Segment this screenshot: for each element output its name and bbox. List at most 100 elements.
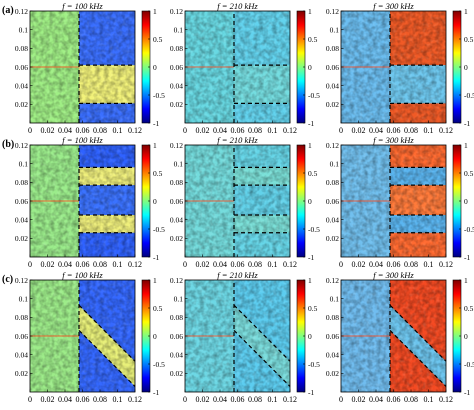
x-tick-label: 0.04 (369, 126, 383, 135)
x-tick-label: 0 (183, 126, 187, 135)
colorbar-tick-label: 1 (308, 276, 312, 285)
panel-title: f = 300 kHz (373, 135, 414, 145)
x-tick-label: 0.1 (424, 395, 434, 404)
colorbar-tick-label: 1 (153, 141, 157, 150)
x-tick-label: 0.1 (113, 126, 123, 135)
x-tick-label: 0.06 (231, 260, 245, 269)
x-tick-label: 0.02 (41, 126, 55, 135)
x-tick-label: 0 (339, 126, 343, 135)
colorbar-tick-label: 0 (464, 332, 468, 341)
x-tick-label: 0.06 (76, 126, 90, 135)
y-tick-label: 0.02 (326, 234, 339, 243)
y-tick-label: 0.1 (19, 159, 29, 168)
y-tick-label: 0.12 (15, 7, 28, 16)
x-tick-label: 0.1 (424, 126, 434, 135)
y-tick-label: 0.12 (170, 276, 183, 285)
x-tick-label: 0.06 (76, 260, 90, 269)
colorbar-tick-label: 1 (153, 276, 157, 285)
x-tick-label: 0.12 (439, 126, 453, 135)
colorbar-tick-label: 1 (464, 276, 468, 285)
x-tick-label: 0.06 (231, 126, 245, 135)
dashed-boundary-3 (389, 329, 447, 387)
colorbar-tick-label: -0.5 (153, 225, 165, 234)
y-tick-label: 0.02 (15, 234, 28, 243)
colorbar-tick-label: 0.5 (464, 169, 474, 178)
y-tick-label: 0.12 (15, 141, 28, 150)
x-tick-label: 0.1 (424, 260, 434, 269)
colorbar-tick-label: -0.5 (464, 225, 474, 234)
y-tick-label: 0.06 (326, 197, 339, 206)
dashed-boundary-3 (233, 329, 291, 387)
colorbar-tick-label: 0 (153, 332, 157, 341)
row-label: (c) (2, 274, 13, 285)
x-tick-label: 0 (28, 395, 32, 404)
colorbar-tick-label: -1 (153, 253, 159, 262)
dashed-boundary-2 (389, 304, 447, 362)
colorbar-tick-label: 0.5 (464, 35, 474, 44)
colorbar-tick-label: 0.5 (464, 304, 474, 313)
x-tick-label: 0.12 (283, 395, 297, 404)
panel-3: 0 0.02 0.04 0.06 0.08 0.1 0.120.020.040.060.08… (326, 1, 474, 135)
y-tick-label: 0.06 (15, 332, 28, 341)
panel-title: f = 210 kHz (217, 1, 258, 11)
colorbar-tick-label: 0.5 (308, 169, 318, 178)
y-tick-label: 0.08 (326, 178, 339, 187)
panel-title: f = 210 kHz (217, 270, 258, 280)
colorbar-tick-label: -1 (153, 388, 159, 397)
x-tick-label: 0.04 (213, 260, 227, 269)
colorbar-tick-label: -1 (308, 119, 314, 128)
x-tick-label: 0.04 (213, 395, 227, 404)
x-tick-label: 0.12 (439, 395, 453, 404)
colorbar-tick-label: 1 (464, 141, 468, 150)
y-tick-label: 0.1 (330, 25, 340, 34)
row-label: (b) (2, 139, 14, 150)
x-tick-label: 0.02 (196, 260, 210, 269)
dashed-boundary-2 (233, 304, 291, 362)
dashed-boundary-2 (78, 304, 136, 362)
x-tick-label: 0.1 (113, 260, 123, 269)
x-tick-label: 0 (28, 126, 32, 135)
x-tick-label: 0.06 (387, 260, 401, 269)
x-tick-label: 0.08 (248, 126, 262, 135)
colorbar-tick-label: -1 (464, 253, 470, 262)
x-tick-label: 0.02 (196, 395, 210, 404)
x-tick-label: 0.08 (93, 260, 107, 269)
y-tick-label: 0.12 (326, 276, 339, 285)
x-tick-label: 0.08 (404, 260, 418, 269)
y-tick-label: 0.06 (326, 63, 339, 72)
colorbar-tick-label: -0.5 (464, 360, 474, 369)
y-tick-label: 0.12 (170, 141, 183, 150)
x-tick-label: 0.06 (231, 395, 245, 404)
colorbar-tick-label: 1 (464, 7, 468, 16)
y-tick-label: 0.08 (15, 313, 28, 322)
y-tick-label: 0.02 (170, 369, 183, 378)
colorbar-tick-label: 0.5 (153, 35, 163, 44)
x-tick-label: 0 (183, 260, 187, 269)
colorbar-tick-label: -1 (464, 388, 470, 397)
y-tick-label: 0.04 (170, 350, 183, 359)
y-tick-label: 0.04 (326, 215, 339, 224)
colorbar-tick-label: 1 (308, 7, 312, 16)
colorbar-tick-label: -1 (308, 253, 314, 262)
y-tick-label: 0.04 (170, 215, 183, 224)
y-tick-label: 0.06 (15, 63, 28, 72)
y-tick-label: 0.02 (326, 100, 339, 109)
x-tick-label: 0.02 (41, 395, 55, 404)
colorbar-tick-label: 0 (464, 63, 468, 72)
panel-title: f = 100 kHz (62, 1, 103, 11)
x-tick-label: 0.02 (352, 126, 366, 135)
y-tick-label: 0.06 (170, 63, 183, 72)
x-tick-label: 0.1 (113, 395, 123, 404)
colorbar-tick-label: -0.5 (153, 360, 165, 369)
y-tick-label: 0.02 (15, 100, 28, 109)
x-tick-label: 0.02 (41, 260, 55, 269)
y-tick-label: 0.1 (174, 25, 184, 34)
panel-5: 0 0.02 0.04 0.06 0.08 0.1 0.120.020.040.060.08… (170, 135, 320, 269)
x-tick-label: 0.08 (248, 395, 262, 404)
x-tick-label: 0.04 (58, 126, 72, 135)
x-tick-label: 0.08 (93, 395, 107, 404)
y-tick-label: 0.02 (15, 369, 28, 378)
colorbar-tick-label: -0.5 (308, 360, 320, 369)
y-tick-label: 0.04 (15, 215, 28, 224)
colorbar-tick-label: -0.5 (308, 225, 320, 234)
